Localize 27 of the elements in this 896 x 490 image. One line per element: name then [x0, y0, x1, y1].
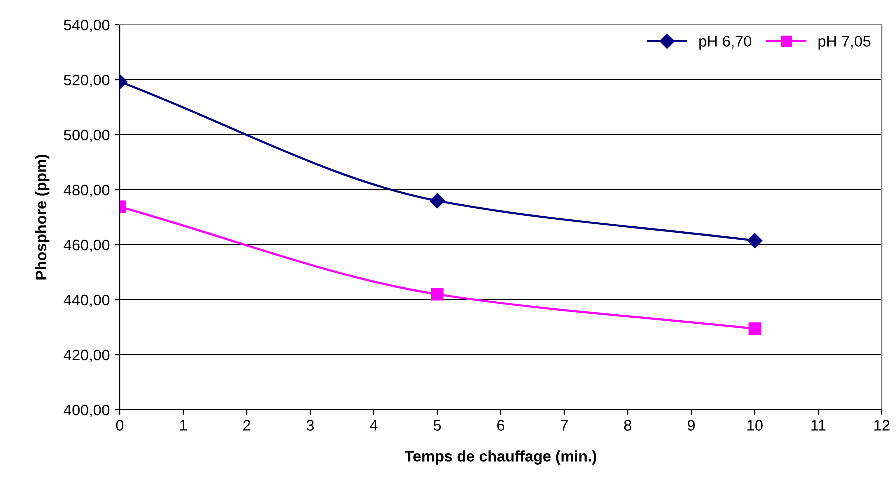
- y-tick-label: 480,00: [64, 184, 110, 198]
- x-tick-label: 2: [244, 420, 250, 431]
- x-tick-label: 3: [306, 420, 314, 431]
- legend-label: pH 7,05: [818, 36, 871, 50]
- x-tick-label: 8: [624, 420, 632, 431]
- x-tick-label: 1: [180, 420, 188, 431]
- y-tick-label: 540,00: [64, 20, 110, 32]
- x-tick-label: 12: [874, 420, 890, 431]
- y-tick-label: 400,00: [64, 404, 110, 418]
- x-tick-label: 5: [434, 420, 442, 431]
- y-tick-label: 520,00: [64, 74, 110, 88]
- x-tick-label: 10: [748, 420, 763, 431]
- x-tick-label: 11: [812, 420, 826, 431]
- y-tick-label: 500,00: [64, 130, 110, 142]
- legend-label: pH 6,70: [700, 36, 752, 50]
- y-axis-title: Phosphore (ppm): [35, 155, 50, 280]
- y-tick-label: 460,00: [64, 240, 110, 252]
- x-tick-label: 0: [116, 420, 124, 431]
- x-tick-label: 6: [498, 420, 505, 431]
- x-axis-title: Temps de chauffage (min.): [404, 450, 596, 465]
- y-tick-label: 440,00: [64, 294, 110, 308]
- x-tick-label: 9: [688, 420, 696, 431]
- y-tick-label: 420,00: [64, 350, 110, 362]
- x-tick-label: 4: [370, 420, 378, 431]
- x-tick-label: 7: [561, 420, 568, 431]
- point: [748, 322, 762, 336]
- point: [747, 233, 763, 248]
